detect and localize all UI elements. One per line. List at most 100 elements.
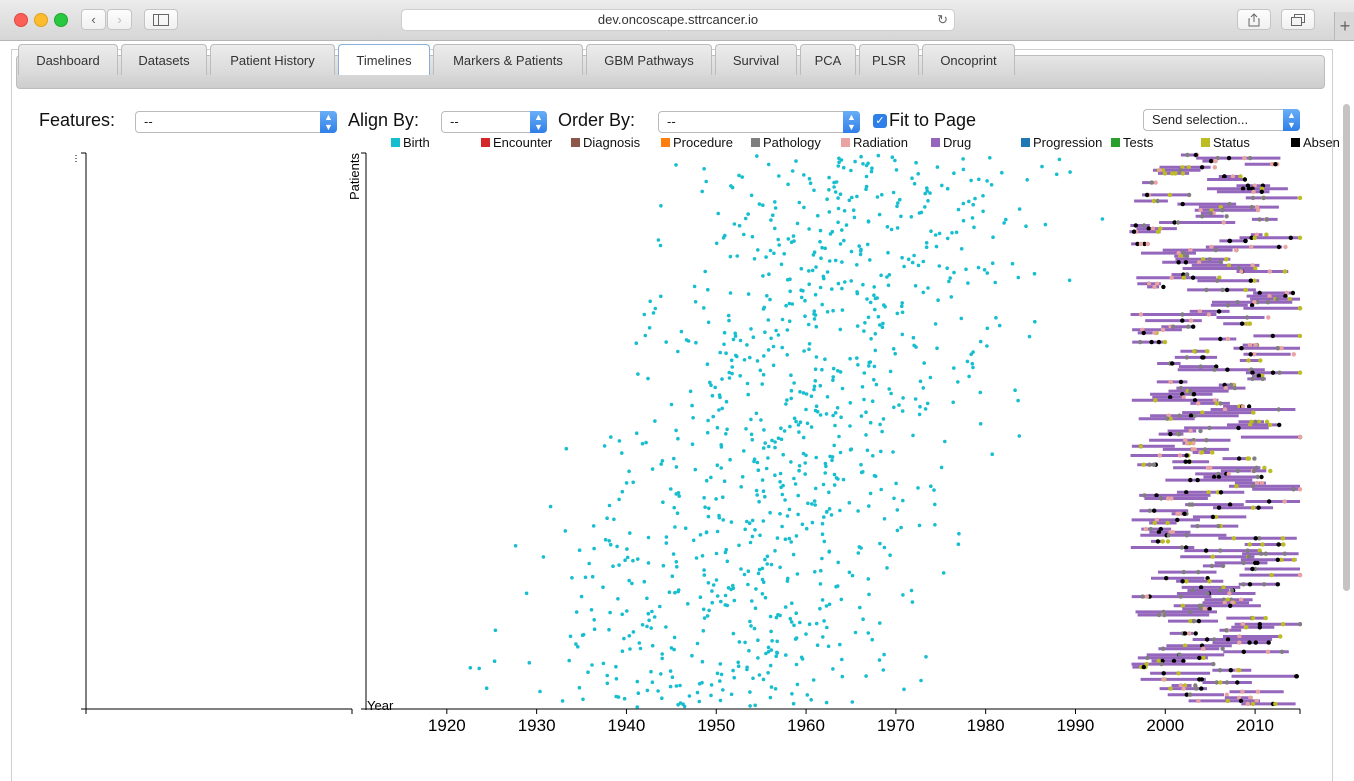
- pathology-point[interactable]: [1214, 278, 1220, 283]
- birth-point[interactable]: [617, 563, 621, 567]
- birth-point[interactable]: [1016, 275, 1021, 280]
- radiation-point[interactable]: [1248, 695, 1253, 700]
- birth-point[interactable]: [812, 309, 817, 314]
- radiation-point[interactable]: [1233, 247, 1239, 253]
- birth-point[interactable]: [789, 620, 794, 624]
- birth-point[interactable]: [732, 598, 737, 603]
- birth-point[interactable]: [773, 200, 777, 204]
- birth-point[interactable]: [794, 662, 799, 667]
- birth-point[interactable]: [913, 397, 918, 401]
- birth-point[interactable]: [587, 561, 591, 566]
- birth-point[interactable]: [1025, 178, 1029, 182]
- birth-point[interactable]: [698, 533, 703, 537]
- pathology-point[interactable]: [1218, 401, 1223, 406]
- birth-point[interactable]: [881, 417, 886, 421]
- birth-point[interactable]: [833, 190, 838, 194]
- birth-point[interactable]: [589, 608, 594, 612]
- birth-point[interactable]: [739, 567, 743, 571]
- birth-point[interactable]: [809, 394, 814, 399]
- birth-point[interactable]: [563, 529, 568, 533]
- status-point[interactable]: [1264, 419, 1270, 424]
- birth-point[interactable]: [818, 285, 823, 290]
- birth-point[interactable]: [801, 391, 806, 395]
- tab-timelines[interactable]: Timelines: [338, 44, 430, 75]
- birth-point[interactable]: [661, 500, 665, 505]
- birth-point[interactable]: [796, 512, 800, 517]
- birth-point[interactable]: [830, 229, 835, 234]
- birth-point[interactable]: [1024, 224, 1028, 228]
- absen-point[interactable]: [1199, 165, 1205, 170]
- birth-point[interactable]: [753, 606, 758, 610]
- status-point[interactable]: [1297, 370, 1303, 375]
- birth-point[interactable]: [805, 421, 810, 426]
- birth-point[interactable]: [742, 449, 746, 453]
- birth-point[interactable]: [513, 544, 518, 548]
- birth-point[interactable]: [956, 542, 961, 546]
- birth-point[interactable]: [740, 475, 745, 479]
- timeline-chart[interactable]: Patients Year 1920 1930 1940 1950 1960 1970 19…: [0, 0, 1340, 760]
- birth-point[interactable]: [914, 160, 918, 165]
- birth-point[interactable]: [727, 376, 732, 380]
- birth-point[interactable]: [895, 508, 900, 512]
- status-point[interactable]: [1281, 542, 1286, 547]
- pathology-point[interactable]: [1235, 468, 1241, 474]
- birth-point[interactable]: [899, 525, 903, 530]
- birth-point[interactable]: [786, 576, 790, 581]
- birth-point[interactable]: [782, 252, 786, 256]
- absen-point[interactable]: [1180, 318, 1185, 323]
- absen-point[interactable]: [1184, 490, 1189, 495]
- birth-point[interactable]: [869, 169, 874, 174]
- birth-point[interactable]: [748, 619, 752, 624]
- birth-point[interactable]: [809, 425, 814, 429]
- birth-point[interactable]: [825, 395, 830, 399]
- birth-point[interactable]: [985, 344, 989, 348]
- birth-point[interactable]: [646, 376, 650, 381]
- birth-point[interactable]: [825, 197, 829, 201]
- status-point[interactable]: [1226, 263, 1232, 268]
- birth-point[interactable]: [786, 182, 790, 187]
- birth-point[interactable]: [605, 516, 609, 520]
- birth-point[interactable]: [784, 303, 788, 308]
- birth-point[interactable]: [766, 650, 771, 654]
- pathology-point[interactable]: [1253, 419, 1258, 424]
- birth-point[interactable]: [872, 364, 877, 369]
- birth-point[interactable]: [726, 313, 731, 318]
- birth-point[interactable]: [738, 338, 743, 343]
- birth-point[interactable]: [635, 705, 639, 709]
- birth-point[interactable]: [477, 666, 482, 671]
- birth-point[interactable]: [766, 348, 771, 352]
- birth-point[interactable]: [970, 361, 975, 366]
- status-point[interactable]: [1153, 398, 1158, 403]
- birth-point[interactable]: [757, 202, 762, 206]
- status-point[interactable]: [1210, 450, 1215, 455]
- radiation-point[interactable]: [1227, 591, 1232, 596]
- birth-point[interactable]: [614, 677, 619, 681]
- birth-point[interactable]: [729, 184, 733, 188]
- pathology-point[interactable]: [1213, 247, 1219, 253]
- birth-point[interactable]: [961, 201, 966, 206]
- pathology-point[interactable]: [1199, 214, 1205, 219]
- radiation-point[interactable]: [1223, 385, 1229, 391]
- birth-point[interactable]: [706, 320, 711, 325]
- birth-point[interactable]: [710, 589, 714, 593]
- birth-point[interactable]: [684, 338, 689, 342]
- birth-point[interactable]: [838, 450, 843, 455]
- absen-point[interactable]: [1257, 290, 1262, 296]
- birth-point[interactable]: [792, 239, 796, 243]
- absen-point[interactable]: [1228, 603, 1233, 608]
- birth-point[interactable]: [729, 692, 734, 697]
- birth-point[interactable]: [805, 693, 810, 697]
- birth-point[interactable]: [869, 337, 873, 341]
- birth-point[interactable]: [859, 154, 863, 159]
- birth-point[interactable]: [863, 321, 867, 325]
- birth-point[interactable]: [1032, 271, 1037, 276]
- status-point[interactable]: [1253, 266, 1258, 271]
- birth-point[interactable]: [749, 327, 753, 331]
- birth-point[interactable]: [724, 547, 728, 552]
- birth-point[interactable]: [676, 436, 680, 441]
- radiation-point[interactable]: [1297, 434, 1303, 440]
- birth-point[interactable]: [784, 653, 788, 657]
- birth-point[interactable]: [985, 326, 990, 331]
- birth-point[interactable]: [746, 582, 750, 587]
- birth-point[interactable]: [656, 689, 660, 693]
